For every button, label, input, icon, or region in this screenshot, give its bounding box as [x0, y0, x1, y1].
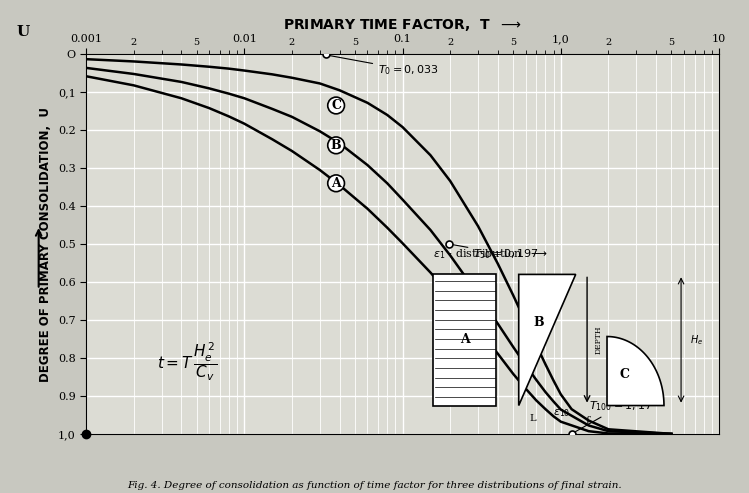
Text: 5: 5 — [510, 37, 516, 47]
Text: $T_{100}=1,17$: $T_{100}=1,17$ — [574, 399, 652, 432]
Text: B: B — [331, 139, 342, 152]
Text: 2: 2 — [605, 37, 612, 47]
Text: 2: 2 — [130, 37, 137, 47]
Text: Fig. 4. Degree of consolidation as function of time factor for three distributio: Fig. 4. Degree of consolidation as funct… — [127, 481, 622, 490]
Text: 5: 5 — [668, 37, 674, 47]
Y-axis label: DEGREE OF PRIMARY CONSOLIDATION,  U: DEGREE OF PRIMARY CONSOLIDATION, U — [40, 106, 52, 382]
Text: A: A — [331, 177, 341, 190]
Text: C: C — [331, 99, 341, 112]
Text: 5: 5 — [352, 37, 358, 47]
Text: 5: 5 — [194, 37, 200, 47]
Text: $t = T\,\dfrac{H_e^{\,2}}{C_v}$: $t = T\,\dfrac{H_e^{\,2}}{C_v}$ — [157, 340, 217, 383]
Text: 2: 2 — [289, 37, 295, 47]
Text: 2: 2 — [447, 37, 453, 47]
Text: U: U — [16, 25, 29, 39]
Text: $T_{50}=0,197$: $T_{50}=0,197$ — [452, 245, 539, 261]
Text: $T_0 = 0,033$: $T_0 = 0,033$ — [329, 56, 439, 77]
Title: PRIMARY TIME FACTOR,  T  $\longrightarrow$: PRIMARY TIME FACTOR, T $\longrightarrow$ — [283, 17, 522, 33]
